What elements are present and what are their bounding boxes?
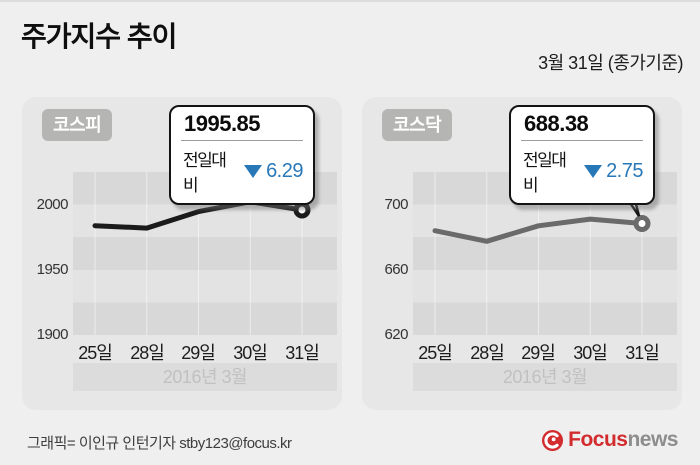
kospi-price-callout: 1995.85 전일대비 6.29 [169, 105, 315, 205]
x-axis-tick: 25일 [418, 343, 453, 363]
y-axis-tick: 700 [384, 196, 408, 213]
focusnews-logo: Focus news [541, 428, 678, 452]
logo-brand-text: Focus [568, 428, 628, 451]
change-label: 전일대비 [183, 151, 227, 195]
divider [181, 140, 303, 141]
kospi-index-chip: 코스피 [42, 109, 113, 141]
graphic-credit: 그래픽= 이인규 인턴기자 stby123@focus.kr [27, 435, 292, 452]
date-note: 3월 31일 (종가기준) [538, 53, 683, 73]
x-axis-tick: 28일 [470, 343, 505, 363]
closing-price: 1995.85 [184, 111, 261, 136]
y-axis-tick: 660 [384, 261, 408, 278]
x-axis-tick: 29일 [521, 343, 556, 363]
kosdaq-price-callout: 688.38 전일대비 2.75 [509, 105, 655, 205]
kosdaq-chart-panel: 코스닥 700 660 620 25일 28일 29일 30일 31일 2016… [362, 97, 682, 410]
focusnews-logo-icon [542, 429, 564, 451]
change-label: 전일대비 [523, 151, 567, 195]
kospi-chart-panel: 코스피 2000 1950 1900 25일 28일 29일 30일 31일 2… [22, 97, 342, 410]
kosdaq-index-chip: 코스닥 [382, 109, 453, 141]
y-axis-tick: 1900 [36, 326, 69, 343]
x-axis-tick: 31일 [625, 343, 660, 363]
x-axis-caption: 2016년 3월 [413, 363, 677, 391]
down-triangle-icon [244, 164, 263, 178]
change-value: 2.75 [606, 159, 643, 182]
x-axis-tick: 29일 [181, 343, 216, 363]
closing-price: 688.38 [524, 111, 589, 136]
divider [521, 140, 643, 141]
x-axis-tick: 28일 [130, 343, 165, 363]
y-axis-tick: 2000 [36, 196, 69, 213]
change-value: 6.29 [266, 159, 303, 182]
page-title: 주가지수 추이 [21, 21, 177, 52]
down-triangle-icon [584, 164, 603, 178]
y-axis-tick: 620 [384, 326, 408, 343]
x-axis-tick: 25일 [78, 343, 113, 363]
x-axis-tick: 30일 [233, 343, 268, 363]
x-axis-caption: 2016년 3월 [73, 363, 337, 391]
y-axis-tick: 1950 [36, 261, 69, 278]
logo-suffix-text: news [627, 428, 678, 451]
x-axis-tick: 31일 [285, 343, 320, 363]
x-axis-tick: 30일 [573, 343, 608, 363]
